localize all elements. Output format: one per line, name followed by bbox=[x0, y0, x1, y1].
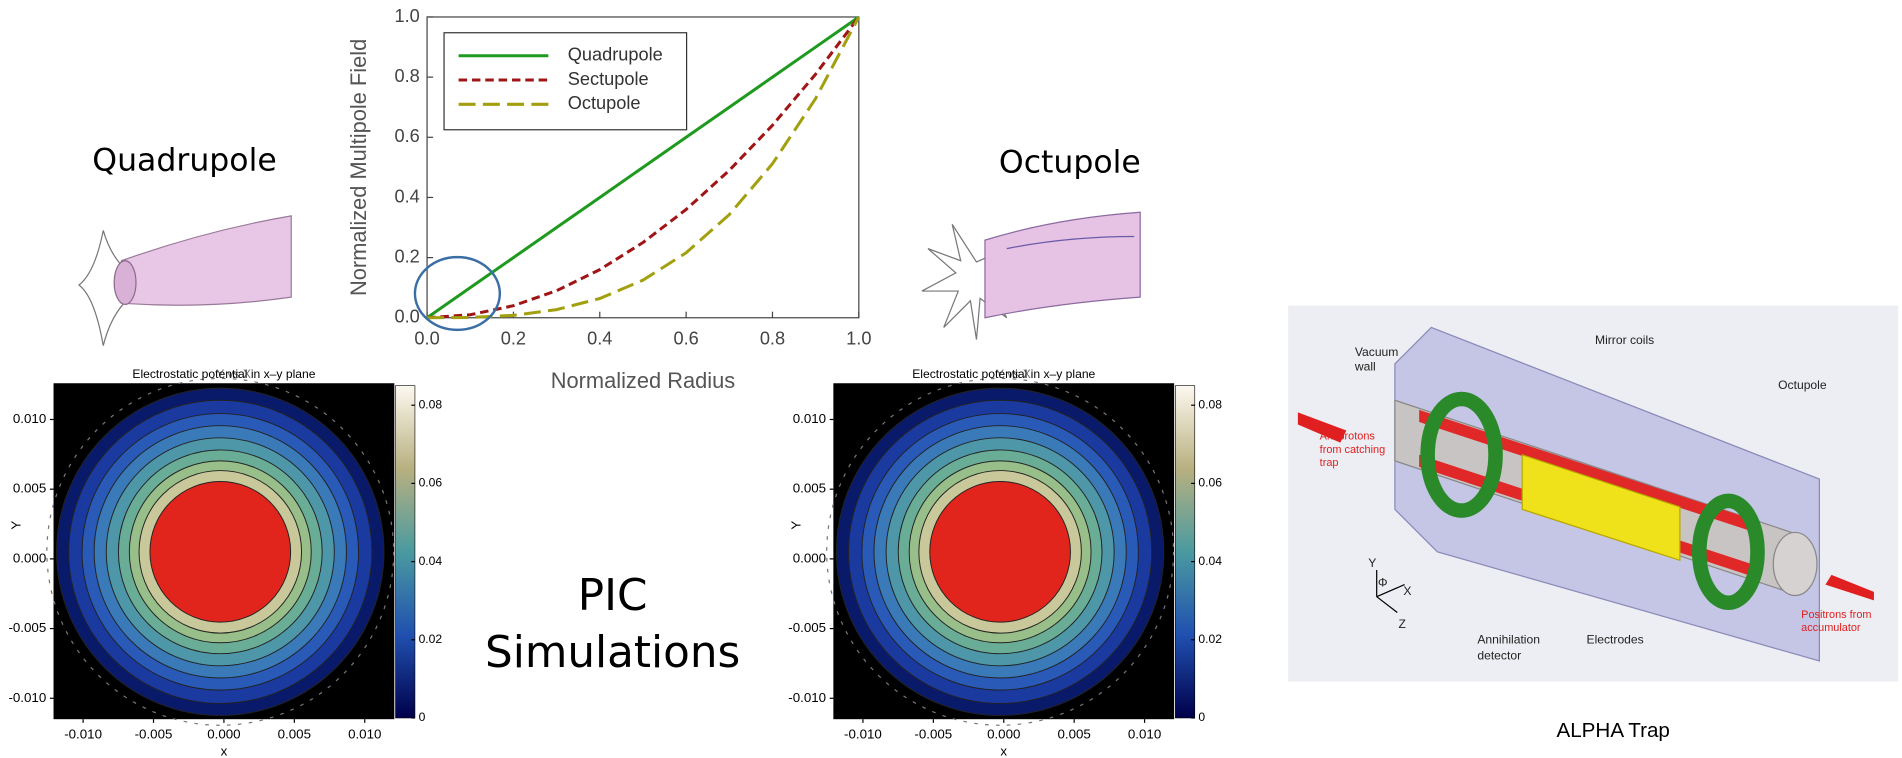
x-tick-label: 0.000 bbox=[987, 726, 1020, 741]
positron-arrow bbox=[1825, 574, 1874, 601]
y-tick-label: -0.005 bbox=[8, 620, 46, 635]
x-tick-label: 0.4 bbox=[587, 328, 612, 348]
electrodes bbox=[1521, 453, 1681, 562]
contour-band bbox=[929, 480, 1071, 623]
octupole-illustration bbox=[921, 211, 1141, 340]
diagram-label: Octupole bbox=[1778, 378, 1827, 392]
antiproton-arrow bbox=[1297, 412, 1347, 443]
y-tick-label: 0.010 bbox=[793, 411, 826, 426]
alpha-caption: ALPHA Trap bbox=[1556, 719, 1669, 742]
x-tick-label: 0.005 bbox=[278, 726, 311, 741]
legend-label: Octupole bbox=[568, 93, 641, 113]
y-tick-label: -0.010 bbox=[788, 690, 826, 705]
x-tick-label: 0.010 bbox=[348, 726, 381, 741]
x-tick-label: 0.8 bbox=[760, 328, 785, 348]
legend-label: Quadrupole bbox=[568, 45, 663, 65]
x-tick-label: -0.005 bbox=[135, 726, 173, 741]
chart-title: Electrostatic potential in x–y plane bbox=[912, 367, 1095, 381]
legend bbox=[443, 32, 688, 131]
x-axis-label: x bbox=[1000, 743, 1007, 758]
y-tick-label: 0.000 bbox=[13, 550, 46, 565]
y-tick-label: 0.005 bbox=[13, 481, 46, 496]
colorbar-tick-label: 0.04 bbox=[419, 554, 443, 568]
diagram-label: trap bbox=[1320, 457, 1339, 469]
legend-label: Sectupole bbox=[568, 69, 649, 89]
x-tick-label: 0.0 bbox=[414, 328, 439, 348]
chart-title: Electrostatic potential in x–y plane bbox=[132, 367, 315, 381]
quadrupole-title: Quadrupole bbox=[92, 142, 276, 178]
diagram-label: accumulator bbox=[1801, 622, 1861, 634]
axis-label: Z bbox=[1399, 617, 1407, 631]
y-axis-label: Y bbox=[789, 521, 804, 530]
y-tick-label: 0.005 bbox=[793, 481, 826, 496]
axis-label: X bbox=[1403, 584, 1411, 598]
y-tick-label: 0.8 bbox=[394, 66, 419, 86]
axis-label: Y bbox=[1368, 556, 1376, 570]
x-tick-label: 1.0 bbox=[846, 328, 871, 348]
x-tick-label: 0.010 bbox=[1128, 726, 1161, 741]
chart-overlay-title: Y vs X bbox=[996, 367, 1031, 381]
colorbar-tick-label: 0.06 bbox=[1198, 476, 1222, 490]
series-line bbox=[426, 15, 860, 319]
chart-overlay-title: Y vs X bbox=[216, 367, 251, 381]
contour-band bbox=[149, 480, 292, 623]
axis-label: Φ bbox=[1378, 576, 1388, 590]
x-tick-label: -0.005 bbox=[914, 726, 952, 741]
mirror-coil bbox=[1420, 391, 1503, 518]
colorbar bbox=[1175, 385, 1196, 719]
x-tick-label: 0.6 bbox=[673, 328, 698, 348]
series-line bbox=[427, 16, 861, 320]
colorbar-tick-label: 0.08 bbox=[419, 397, 443, 411]
colorbar-tick-label: 0.02 bbox=[419, 632, 443, 646]
y-tick-label: 0.4 bbox=[394, 186, 419, 206]
y-axis-label: Normalized Multipole Field bbox=[346, 39, 371, 296]
octupole-title: Octupole bbox=[999, 145, 1141, 181]
x-axis-label: Normalized Radius bbox=[551, 368, 735, 393]
colorbar-tick-label: 0.08 bbox=[1198, 397, 1222, 411]
pic-label: PIC bbox=[578, 570, 648, 621]
y-tick-label: 0.2 bbox=[394, 246, 419, 266]
y-tick-label: -0.010 bbox=[8, 690, 46, 705]
mirror-coil bbox=[1692, 493, 1765, 611]
series-line bbox=[426, 16, 861, 320]
x-axis-label: x bbox=[221, 743, 228, 758]
colorbar bbox=[395, 385, 416, 719]
x-tick-label: 0.2 bbox=[501, 328, 526, 348]
x-tick-label: 0.005 bbox=[1057, 726, 1090, 741]
y-tick-label: 0.010 bbox=[13, 411, 46, 426]
quadrupole-illustration bbox=[78, 215, 292, 346]
y-axis-label: Y bbox=[9, 521, 24, 530]
highlight-circle bbox=[413, 255, 502, 332]
diagram-label: Annihilation bbox=[1477, 633, 1540, 647]
colorbar-tick-label: 0 bbox=[419, 710, 426, 724]
colorbar-tick-label: 0.02 bbox=[1198, 632, 1222, 646]
y-tick-label: 0.000 bbox=[793, 550, 826, 565]
x-tick-label: -0.010 bbox=[64, 726, 102, 741]
y-tick-label: 0.0 bbox=[394, 307, 419, 327]
axes-icon bbox=[1376, 570, 1405, 613]
x-tick-label: 0.000 bbox=[207, 726, 240, 741]
diagram-label: Antiprotons bbox=[1320, 430, 1376, 442]
octupole-bar bbox=[1419, 409, 1759, 534]
colorbar-tick-label: 0.06 bbox=[419, 476, 443, 490]
y-tick-label: -0.005 bbox=[788, 620, 826, 635]
diagram-label: Positrons from bbox=[1801, 609, 1871, 621]
alpha-trap-diagram: Vacuum wall Mirror coils Octupole Antipr… bbox=[1288, 305, 1899, 682]
y-tick-label: 1.0 bbox=[394, 6, 419, 26]
diagram-label: Vacuum bbox=[1355, 345, 1399, 359]
cylinder-end bbox=[1772, 531, 1818, 597]
colorbar-tick-label: 0.04 bbox=[1198, 554, 1222, 568]
diagram-label: Electrodes bbox=[1587, 633, 1644, 647]
diagram-label: from catching bbox=[1320, 444, 1385, 456]
y-tick-label: 0.6 bbox=[394, 126, 419, 146]
colorbar-tick-label: 0 bbox=[1198, 710, 1205, 724]
pic-label: Simulations bbox=[485, 627, 740, 678]
diagram-label: wall bbox=[1354, 360, 1376, 374]
x-tick-label: -0.010 bbox=[844, 726, 882, 741]
diagram-label: detector bbox=[1477, 648, 1521, 662]
diagram-label: Mirror coils bbox=[1595, 333, 1654, 347]
